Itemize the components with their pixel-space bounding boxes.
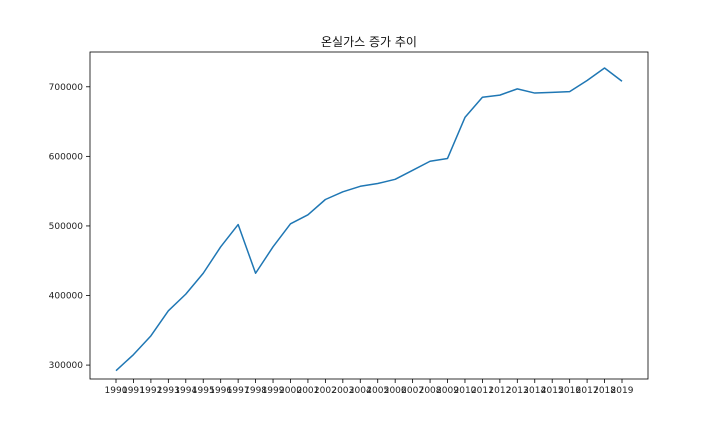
- y-tick-label: 300000: [49, 361, 84, 371]
- data-point: [620, 80, 623, 83]
- data-point: [324, 198, 327, 201]
- x-tick-label: 1997: [227, 386, 250, 396]
- x-tick-label: 1992: [139, 386, 162, 396]
- x-tick-label: 2004: [349, 386, 372, 396]
- data-point: [498, 94, 501, 97]
- y-tick-label: 500000: [49, 222, 84, 232]
- y-tick-label: 600000: [49, 152, 84, 162]
- data-point: [237, 223, 240, 226]
- data-point: [254, 272, 257, 275]
- data-point: [428, 160, 431, 163]
- series-layer: [114, 66, 623, 372]
- x-tick-label: 2001: [296, 386, 319, 396]
- x-tick-label: 2016: [558, 386, 581, 396]
- x-tick-label: 2012: [488, 386, 511, 396]
- data-point: [289, 222, 292, 225]
- x-tick-label: 1999: [262, 386, 285, 396]
- x-tick-label: 1995: [192, 386, 215, 396]
- chart-title: 온실가스 증가 추이: [321, 35, 417, 49]
- x-tick-label: 2008: [419, 386, 442, 396]
- series-line: [115, 67, 623, 372]
- data-point: [219, 245, 222, 248]
- x-tick-label: 1994: [174, 386, 197, 396]
- data-point: [149, 334, 152, 337]
- x-tick-label: 2006: [384, 386, 407, 396]
- data-point: [481, 96, 484, 99]
- data-point: [376, 182, 379, 185]
- data-point: [394, 178, 397, 181]
- x-tick-label: 1990: [105, 386, 128, 396]
- x-tick-label: 2017: [576, 386, 599, 396]
- data-point: [603, 66, 606, 69]
- x-tick-label: 1996: [209, 386, 232, 396]
- data-point: [341, 190, 344, 193]
- data-point: [586, 79, 589, 82]
- x-tick-label: 2009: [436, 386, 459, 396]
- x-tick-label: 2005: [366, 386, 389, 396]
- x-tick-label: 2015: [541, 386, 564, 396]
- x-tick-label: 2018: [593, 386, 616, 396]
- data-point: [306, 213, 309, 216]
- data-point: [551, 91, 554, 94]
- data-point: [167, 309, 170, 312]
- data-point: [533, 91, 536, 94]
- x-tick-label: 2002: [314, 386, 337, 396]
- data-point: [202, 272, 205, 275]
- data-point: [411, 169, 414, 172]
- x-tick-label: 2007: [401, 386, 424, 396]
- x-tick-label: 1991: [122, 386, 145, 396]
- x-tick-label: 2003: [331, 386, 354, 396]
- x-tick-label: 2000: [279, 386, 302, 396]
- data-point: [446, 157, 449, 160]
- x-tick-label: 2019: [611, 386, 634, 396]
- x-tick-label: 2011: [471, 386, 494, 396]
- x-tick-label: 1993: [157, 386, 180, 396]
- y-tick-label: 700000: [49, 83, 84, 93]
- x-tick-label: 2010: [454, 386, 477, 396]
- data-point: [114, 369, 117, 372]
- data-point: [516, 87, 519, 90]
- data-point: [184, 293, 187, 296]
- data-point: [463, 116, 466, 119]
- x-tick-label: 2014: [523, 386, 546, 396]
- y-tick-label: 400000: [49, 292, 84, 302]
- data-point: [271, 245, 274, 248]
- data-point: [568, 90, 571, 93]
- y-axis: 300000 400000 500000 600000 700000: [49, 83, 90, 371]
- data-point: [132, 353, 135, 356]
- x-tick-label: 2013: [506, 386, 529, 396]
- data-point: [359, 185, 362, 188]
- x-axis: 1990199119921993199419951996199719981999…: [105, 379, 634, 396]
- x-tick-label: 1998: [244, 386, 267, 396]
- plot-frame: [89, 51, 649, 380]
